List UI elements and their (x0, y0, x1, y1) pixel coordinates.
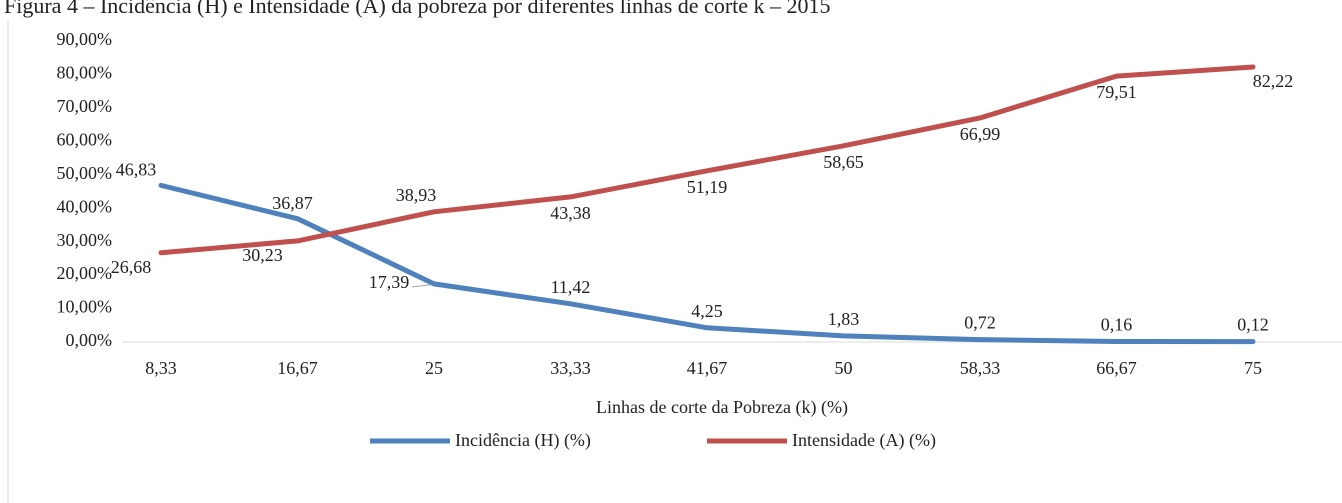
y-tick-label: 40,00% (57, 196, 113, 216)
chart-title: Figura 4 – Incidência (H) e Intensidade … (4, 0, 831, 18)
y-tick-label: 80,00% (57, 63, 113, 83)
data-label: 30,23 (242, 245, 283, 265)
data-label: 4,25 (691, 301, 723, 321)
data-label: 38,93 (396, 185, 437, 205)
data-label: 26,68 (111, 257, 152, 277)
data-label: 43,38 (550, 203, 591, 223)
data-label: 36,87 (272, 193, 313, 213)
y-tick-label: 20,00% (57, 263, 113, 283)
data-label: 1,83 (828, 309, 860, 329)
y-tick-label: 10,00% (57, 297, 113, 317)
x-tick-label: 8,33 (145, 358, 177, 378)
data-label: 11,42 (551, 277, 591, 297)
data-label: 0,12 (1237, 315, 1269, 335)
data-label: 82,22 (1253, 71, 1294, 91)
x-tick-label: 16,67 (277, 358, 318, 378)
series-line (158, 182, 1256, 345)
y-tick-label: 70,00% (57, 96, 113, 116)
x-tick-label: 66,67 (1096, 358, 1137, 378)
data-label: 17,39 (369, 272, 410, 292)
data-label: 51,19 (687, 177, 728, 197)
leader-line (411, 284, 431, 288)
data-label: 58,65 (823, 152, 864, 172)
y-tick-label: 30,00% (57, 230, 113, 250)
data-label: 66,99 (960, 124, 1001, 144)
x-tick-label: 75 (1244, 358, 1262, 378)
data-label: 46,83 (116, 160, 157, 180)
x-tick-label: 33,33 (550, 358, 591, 378)
data-label: 79,51 (1096, 82, 1137, 102)
y-tick-label: 90,00% (57, 29, 113, 49)
x-tick-label: 50 (835, 358, 853, 378)
x-tick-label: 25 (425, 358, 443, 378)
y-tick-label: 60,00% (57, 129, 113, 149)
legend-label: Intensidade (A) (%) (792, 430, 936, 451)
data-label: 0,16 (1101, 315, 1133, 335)
legend-label: Incidência (H) (%) (455, 430, 591, 451)
x-tick-label: 58,33 (960, 358, 1001, 378)
series-line (158, 64, 1256, 256)
x-tick-label: 41,67 (687, 358, 728, 378)
x-axis-label: Linhas de corte da Pobreza (k) (%) (596, 397, 848, 418)
data-label: 0,72 (964, 313, 996, 333)
y-tick-label: 0,00% (66, 330, 113, 350)
y-tick-label: 50,00% (57, 163, 113, 183)
